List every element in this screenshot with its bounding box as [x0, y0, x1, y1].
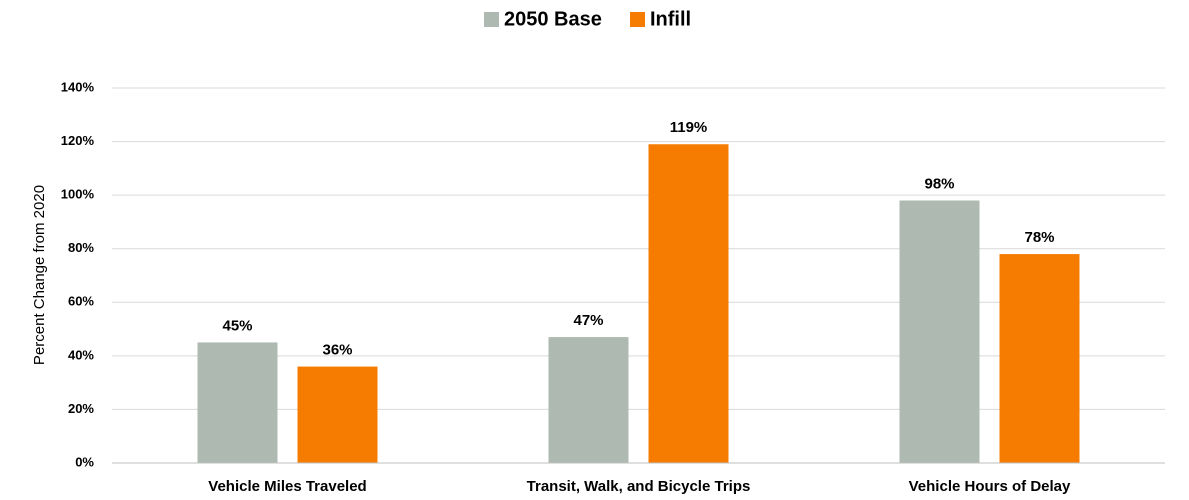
value-label: 98% [924, 175, 954, 192]
value-label: 78% [1024, 229, 1054, 246]
legend-label: Infill [650, 8, 691, 30]
y-tick-label: 100% [61, 187, 95, 202]
y-axis-label: Percent Change from 2020 [31, 185, 48, 365]
y-tick-label: 120% [61, 133, 95, 148]
value-label: 47% [573, 312, 603, 329]
y-tick-label: 60% [68, 294, 94, 309]
value-label: 36% [322, 342, 352, 359]
bar [197, 342, 278, 463]
bar [297, 366, 378, 463]
y-tick-label: 80% [68, 240, 94, 255]
legend-swatch [484, 12, 499, 27]
bar [648, 144, 729, 463]
bar [548, 337, 629, 463]
x-tick-label: Vehicle Hours of Delay [909, 478, 1071, 495]
x-tick-label: Vehicle Miles Traveled [208, 478, 366, 495]
y-tick-label: 40% [68, 347, 94, 362]
y-tick-label: 0% [75, 454, 94, 469]
legend-label: 2050 Base [504, 8, 602, 30]
legend-swatch [630, 12, 645, 27]
value-label: 45% [222, 317, 252, 334]
value-label: 119% [670, 119, 708, 136]
x-tick-label: Transit, Walk, and Bicycle Trips [527, 478, 751, 495]
bar [899, 200, 980, 463]
y-tick-label: 20% [68, 401, 94, 416]
y-tick-label: 140% [61, 79, 95, 94]
bar [999, 254, 1080, 463]
